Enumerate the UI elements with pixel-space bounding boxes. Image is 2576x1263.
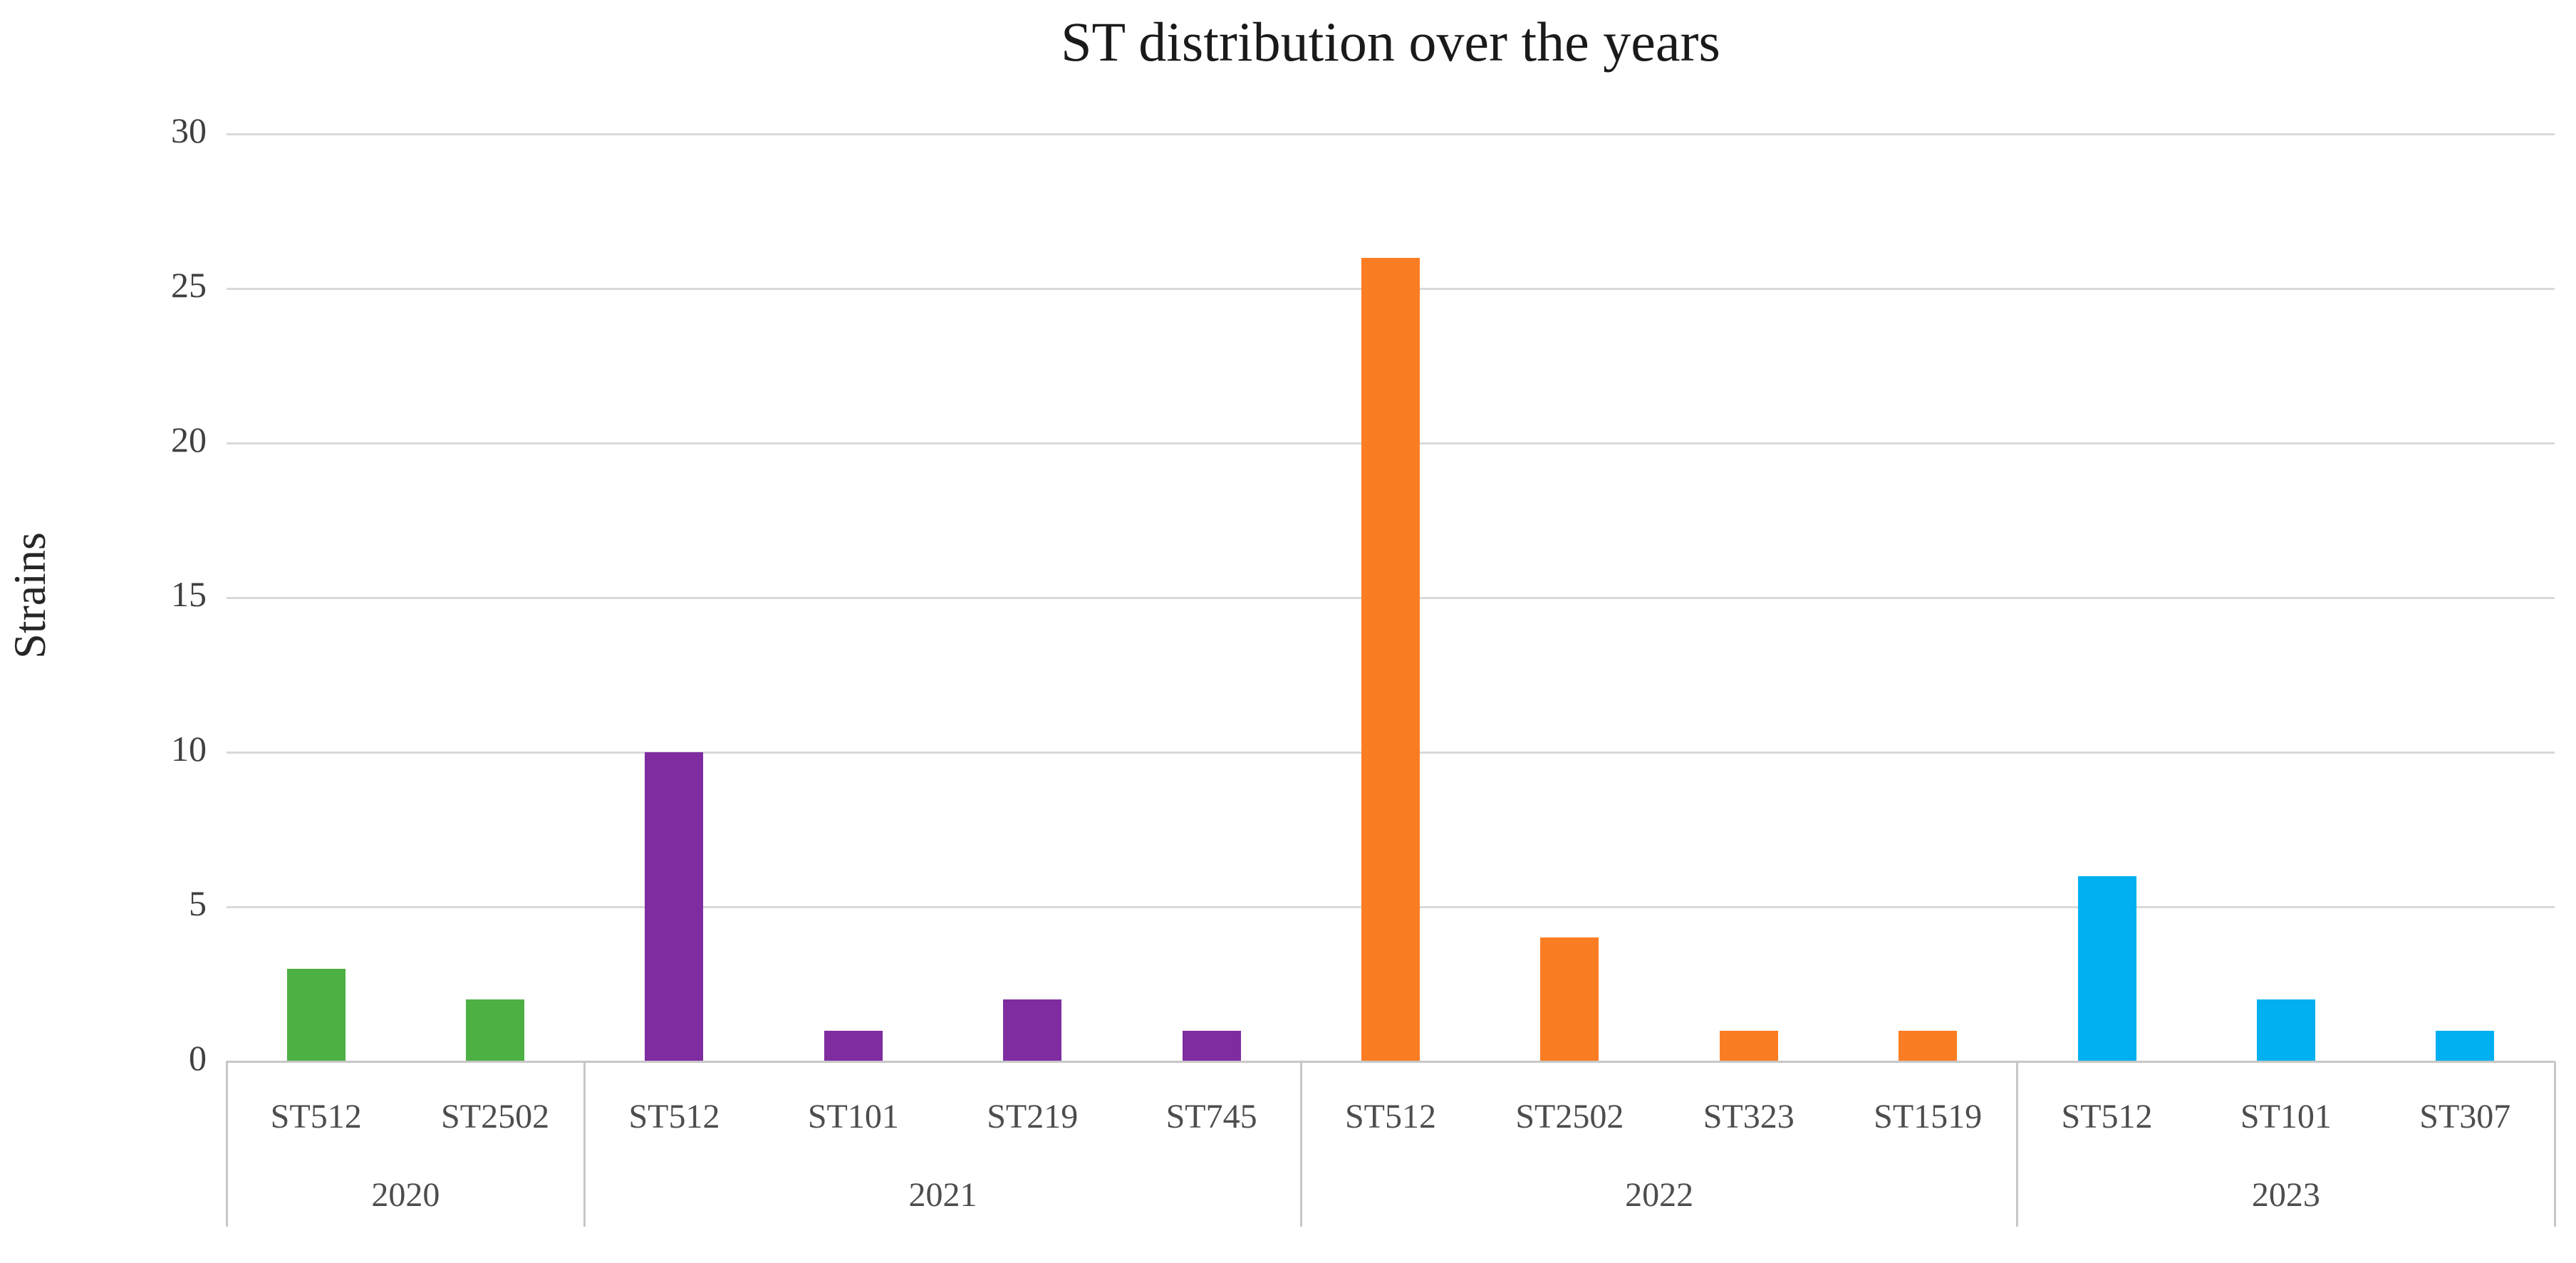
axis-group-separator bbox=[1299, 1061, 1302, 1227]
x-label-2022-ST512: ST512 bbox=[1344, 1098, 1436, 1135]
y-tick-25: 25 bbox=[171, 265, 207, 305]
axis-group-separator bbox=[2016, 1061, 2019, 1227]
bar-2021-ST219 bbox=[1003, 999, 1062, 1061]
x-label-2022-ST323: ST323 bbox=[1703, 1098, 1795, 1135]
y-tick-15: 15 bbox=[171, 574, 207, 614]
bar-2023-ST307 bbox=[2436, 1030, 2495, 1061]
bar-2021-ST101 bbox=[824, 1030, 883, 1061]
x-label-2020-ST512: ST512 bbox=[270, 1098, 362, 1135]
x-label-2023-ST307: ST307 bbox=[2419, 1098, 2511, 1135]
x-label-2023-ST512: ST512 bbox=[2061, 1098, 2153, 1135]
x-group-label-2022: 2022 bbox=[1625, 1176, 1694, 1214]
bar-2021-ST512 bbox=[645, 752, 704, 1061]
x-label-2021-ST745: ST745 bbox=[1165, 1098, 1257, 1135]
y-axis-label: Strains bbox=[4, 532, 55, 659]
x-label-2021-ST101: ST101 bbox=[807, 1098, 899, 1135]
axis-group-separator bbox=[583, 1061, 586, 1227]
y-tick-5: 5 bbox=[189, 883, 207, 923]
y-tick-20: 20 bbox=[171, 420, 207, 459]
bar-2023-ST101 bbox=[2256, 999, 2315, 1061]
x-label-2021-ST512: ST512 bbox=[628, 1098, 720, 1135]
x-group-label-2023: 2023 bbox=[2251, 1176, 2320, 1214]
y-tick-0: 0 bbox=[189, 1038, 207, 1078]
bar-2020-ST512 bbox=[286, 968, 346, 1061]
x-label-2022-ST2502: ST2502 bbox=[1515, 1098, 1624, 1135]
x-axis-line bbox=[227, 1060, 2555, 1063]
bar-2022-ST323 bbox=[1719, 1030, 1778, 1061]
gridline-30 bbox=[227, 132, 2555, 135]
bar-2022-ST1519 bbox=[1899, 1030, 1958, 1061]
x-group-label-2021: 2021 bbox=[908, 1176, 977, 1214]
axis-group-separator bbox=[225, 1061, 228, 1227]
x-label-2021-ST219: ST219 bbox=[987, 1098, 1079, 1135]
bar-2023-ST512 bbox=[2077, 875, 2136, 1061]
bar-2021-ST745 bbox=[1182, 1030, 1241, 1061]
x-label-2020-ST2502: ST2502 bbox=[441, 1098, 550, 1135]
y-tick-30: 30 bbox=[171, 110, 207, 150]
bar-2022-ST512 bbox=[1361, 257, 1420, 1061]
bar-2022-ST2502 bbox=[1540, 937, 1599, 1061]
chart-title: ST distribution over the years bbox=[1061, 11, 1720, 73]
x-group-label-2020: 2020 bbox=[371, 1176, 440, 1214]
bar-2020-ST2502 bbox=[466, 999, 525, 1061]
axis-group-separator bbox=[2553, 1061, 2556, 1227]
x-label-2023-ST101: ST101 bbox=[2240, 1098, 2332, 1135]
x-label-2022-ST1519: ST1519 bbox=[1874, 1098, 1983, 1135]
y-tick-10: 10 bbox=[171, 729, 207, 769]
